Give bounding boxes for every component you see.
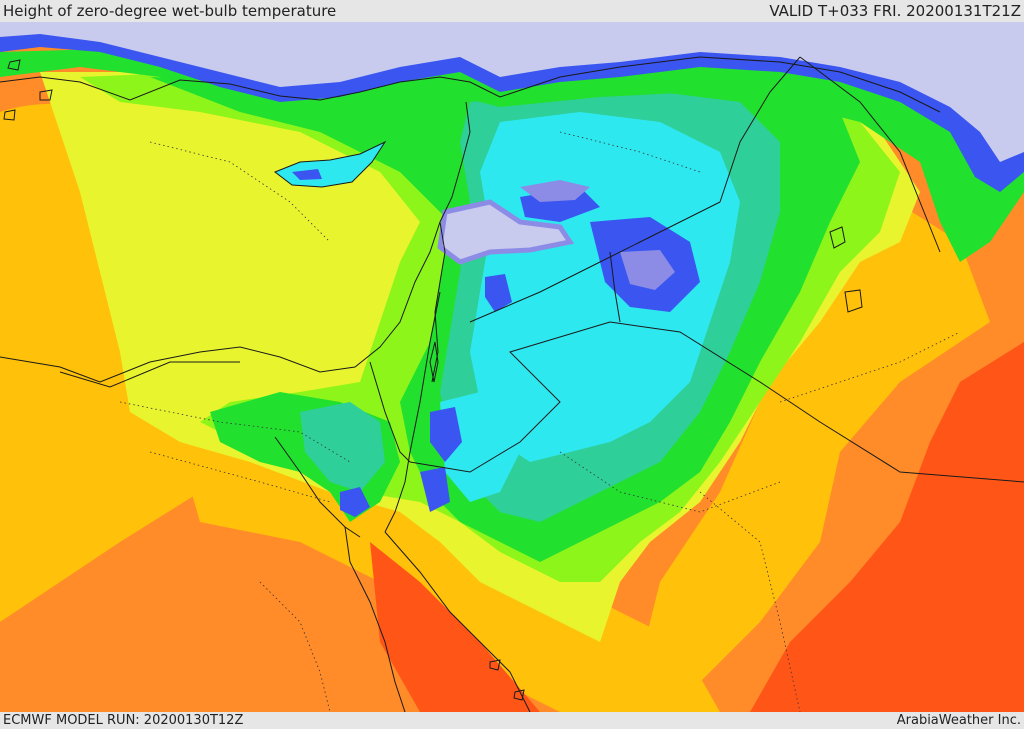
egypt-sudan-border	[59, 361, 240, 388]
lavender-ring-levant	[437, 199, 575, 265]
province-line-5	[779, 331, 961, 403]
map-title: Height of zero-degree wet-bulb temperatu…	[3, 2, 337, 20]
red-sea-island-1	[489, 659, 501, 671]
province-line-3	[559, 451, 781, 513]
weather-map[interactable]	[0, 22, 1024, 712]
gulf-of-suez	[274, 436, 361, 538]
teal-zone-sinai	[300, 402, 385, 492]
jordan-saudi-border	[409, 321, 611, 473]
mediterranean-coast	[0, 101, 471, 383]
iraq-saudi-border	[609, 321, 1024, 483]
hot-zone-east	[750, 342, 1024, 712]
province-line-6	[149, 141, 331, 243]
gold-zone-east	[640, 172, 990, 682]
gulf-island	[829, 226, 846, 249]
lavender-patch-syria	[620, 250, 675, 290]
blue-patch-lebanon	[485, 274, 512, 312]
aegean-island-2	[39, 89, 53, 101]
lavender-patch-east	[520, 180, 590, 202]
sinai-border	[369, 361, 411, 463]
footer-bar: ECMWF MODEL RUN: 20200130T12Z ArabiaWeat…	[0, 712, 1024, 729]
iran-iraq-border	[799, 56, 941, 253]
cyprus-cold-spot	[292, 169, 322, 180]
province-line-7	[559, 131, 701, 173]
gulf-of-aqaba	[384, 451, 411, 533]
map-canvas	[0, 22, 1024, 712]
valid-time: VALID T+033 FRI. 20200131T21Z	[769, 2, 1021, 20]
province-line-2	[149, 451, 331, 503]
blue-patch-sinai	[340, 487, 370, 517]
turkey-iraq-border	[719, 56, 801, 203]
aegean-island-3	[3, 109, 16, 121]
islands-layer	[3, 59, 863, 701]
gold-zone-south	[180, 452, 720, 712]
aegean-island-1	[7, 59, 21, 71]
red-sea-island-2	[513, 689, 525, 701]
model-run: ECMWF MODEL RUN: 20200130T12Z	[3, 713, 244, 728]
sea-north	[0, 22, 1024, 162]
turkey-coast	[0, 56, 941, 113]
red-sea-east-coast	[384, 531, 531, 712]
blue-patch-jordan	[430, 407, 462, 462]
province-line-1	[119, 401, 351, 463]
cyan-zone-south	[440, 392, 520, 502]
borders-layer	[0, 56, 1024, 712]
province-line-8	[259, 581, 331, 712]
header-bar: Height of zero-degree wet-bulb temperatu…	[0, 0, 1024, 22]
province-lines	[119, 131, 961, 712]
red-sea-west-coast	[344, 526, 406, 712]
credit: ArabiaWeather Inc.	[896, 713, 1021, 728]
syria-iraq-border	[469, 201, 721, 323]
blue-patch-negev	[420, 467, 450, 512]
gulf-island-2	[844, 289, 863, 313]
syria-iraq-vertical	[609, 251, 621, 323]
dead-sea	[429, 341, 439, 383]
